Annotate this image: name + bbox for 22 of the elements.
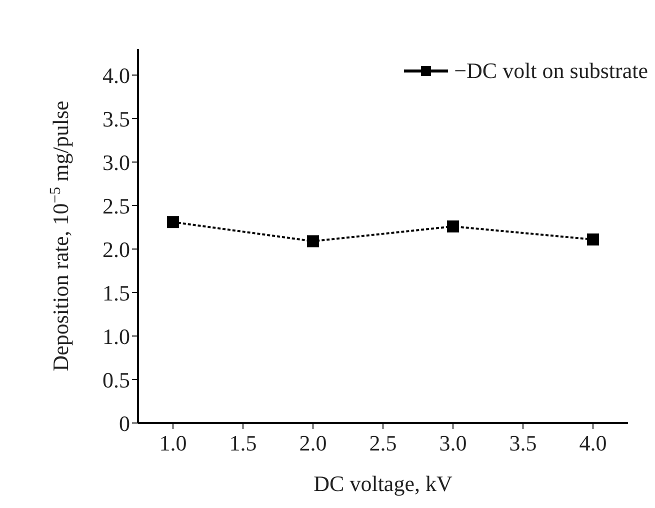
x-tick-label: 2.0 [299, 430, 327, 456]
y-tick-label: 3.5 [102, 106, 130, 132]
legend-label: −DC volt on substrate [454, 58, 648, 84]
x-tick-label: 1.5 [229, 430, 257, 456]
point [447, 220, 459, 232]
x-tick-label: 3.5 [509, 430, 537, 456]
y-tick-label: 0 [119, 410, 130, 436]
point [307, 235, 319, 248]
x-tick-label: 2.5 [369, 430, 397, 456]
x-tick-label: 1.0 [159, 430, 187, 456]
y-tick-label: 0.5 [102, 367, 130, 392]
y-tick-label: 2.0 [102, 236, 130, 262]
y-tick-label: 1.0 [102, 324, 130, 349]
y-tick-label: 2.5 [102, 193, 130, 218]
y-tick-label: 3.0 [102, 150, 130, 175]
point [167, 216, 179, 228]
y-tick-label: 1.5 [102, 280, 130, 306]
y-tick-label: 4.0 [102, 62, 130, 88]
x-axis-title: DC voltage, kV [314, 471, 452, 496]
x-tick-label: 4.0 [579, 430, 607, 456]
point [587, 233, 599, 246]
x-tick-label: 3.0 [439, 430, 467, 456]
